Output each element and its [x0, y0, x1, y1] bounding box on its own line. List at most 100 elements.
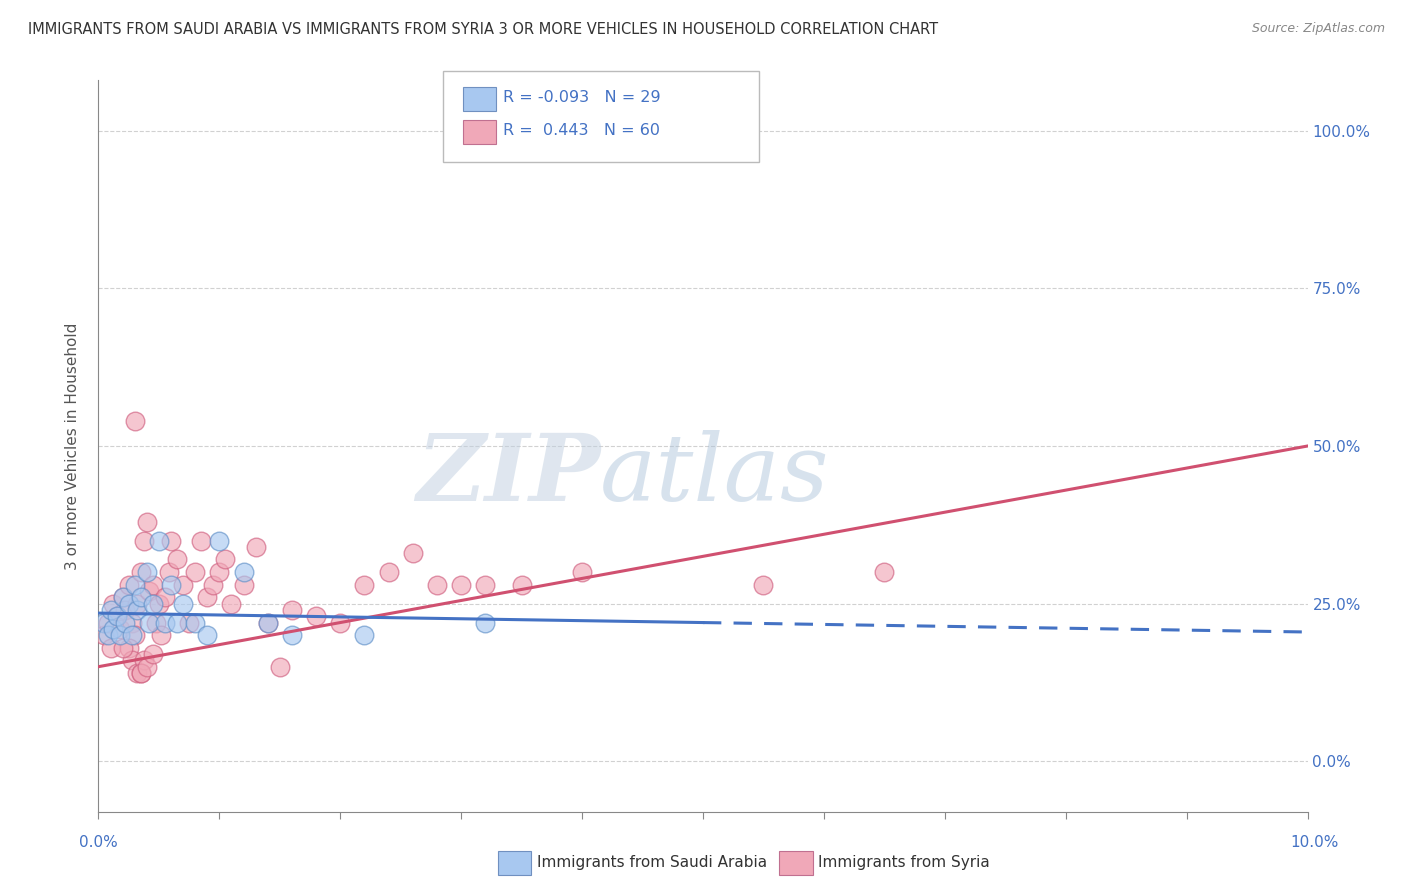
- Text: 10.0%: 10.0%: [1291, 836, 1339, 850]
- Point: [208, 565, 231, 579]
- Point: [150, 628, 173, 642]
- Point: [97, 615, 120, 630]
- Point: [93, 628, 115, 642]
- Point: [232, 578, 254, 592]
- Point: [138, 584, 160, 599]
- Point: [124, 414, 146, 428]
- Point: [100, 603, 122, 617]
- Point: [114, 615, 136, 630]
- Point: [179, 615, 201, 630]
- Point: [142, 647, 165, 661]
- Point: [221, 597, 243, 611]
- Point: [135, 515, 157, 529]
- Point: [105, 609, 128, 624]
- Point: [129, 565, 152, 579]
- Point: [111, 591, 134, 605]
- Point: [402, 546, 425, 560]
- Text: Source: ZipAtlas.com: Source: ZipAtlas.com: [1251, 22, 1385, 36]
- Point: [118, 597, 141, 611]
- Point: [142, 597, 165, 611]
- Text: Immigrants from Saudi Arabia: Immigrants from Saudi Arabia: [537, 855, 768, 870]
- Point: [214, 552, 236, 566]
- Point: [474, 615, 496, 630]
- Point: [118, 578, 141, 592]
- Point: [172, 597, 194, 611]
- Point: [108, 622, 131, 636]
- Point: [135, 565, 157, 579]
- Point: [93, 615, 115, 630]
- Point: [101, 622, 124, 636]
- Point: [129, 665, 152, 680]
- Point: [426, 578, 449, 592]
- Point: [329, 615, 352, 630]
- Point: [353, 628, 375, 642]
- Point: [124, 628, 146, 642]
- Point: [281, 628, 304, 642]
- Point: [124, 578, 146, 592]
- Point: [134, 533, 156, 548]
- Point: [208, 533, 231, 548]
- Point: [873, 565, 896, 579]
- Point: [157, 565, 180, 579]
- Point: [135, 659, 157, 673]
- Point: [127, 597, 149, 611]
- Text: ZIP: ZIP: [416, 430, 600, 520]
- Point: [160, 533, 183, 548]
- Point: [190, 533, 212, 548]
- Point: [134, 653, 156, 667]
- Point: [101, 597, 124, 611]
- Point: [195, 591, 218, 605]
- Point: [269, 659, 291, 673]
- Text: IMMIGRANTS FROM SAUDI ARABIA VS IMMIGRANTS FROM SYRIA 3 OR MORE VEHICLES IN HOUS: IMMIGRANTS FROM SAUDI ARABIA VS IMMIGRAN…: [28, 22, 938, 37]
- Point: [474, 578, 496, 592]
- Point: [121, 653, 143, 667]
- Point: [138, 615, 160, 630]
- Point: [281, 603, 304, 617]
- Point: [108, 628, 131, 642]
- Point: [121, 615, 143, 630]
- Point: [111, 640, 134, 655]
- Point: [752, 578, 775, 592]
- Point: [145, 615, 167, 630]
- Point: [121, 628, 143, 642]
- Point: [148, 533, 170, 548]
- Point: [153, 591, 176, 605]
- Text: Immigrants from Syria: Immigrants from Syria: [818, 855, 990, 870]
- Point: [256, 615, 278, 630]
- Point: [153, 615, 176, 630]
- Point: [127, 665, 149, 680]
- Point: [118, 640, 141, 655]
- Point: [195, 628, 218, 642]
- Point: [142, 578, 165, 592]
- Point: [114, 603, 136, 617]
- Point: [510, 578, 533, 592]
- Point: [450, 578, 472, 592]
- Point: [127, 603, 149, 617]
- Point: [105, 609, 128, 624]
- Point: [353, 578, 375, 592]
- Point: [377, 565, 399, 579]
- Text: atlas: atlas: [600, 430, 830, 520]
- Point: [184, 615, 207, 630]
- Text: 0.0%: 0.0%: [79, 836, 118, 850]
- Point: [172, 578, 194, 592]
- Point: [129, 665, 152, 680]
- Point: [160, 578, 183, 592]
- Point: [202, 578, 225, 592]
- Point: [166, 615, 188, 630]
- Point: [166, 552, 188, 566]
- Point: [100, 640, 122, 655]
- Text: R = -0.093   N = 29: R = -0.093 N = 29: [503, 90, 661, 104]
- Point: [305, 609, 328, 624]
- Point: [571, 565, 593, 579]
- Point: [148, 597, 170, 611]
- Point: [97, 628, 120, 642]
- Point: [129, 591, 152, 605]
- Point: [111, 591, 134, 605]
- Point: [184, 565, 207, 579]
- Y-axis label: 3 or more Vehicles in Household: 3 or more Vehicles in Household: [65, 322, 80, 570]
- Point: [232, 565, 254, 579]
- Text: R =  0.443   N = 60: R = 0.443 N = 60: [503, 123, 661, 137]
- Point: [256, 615, 278, 630]
- Point: [245, 540, 267, 554]
